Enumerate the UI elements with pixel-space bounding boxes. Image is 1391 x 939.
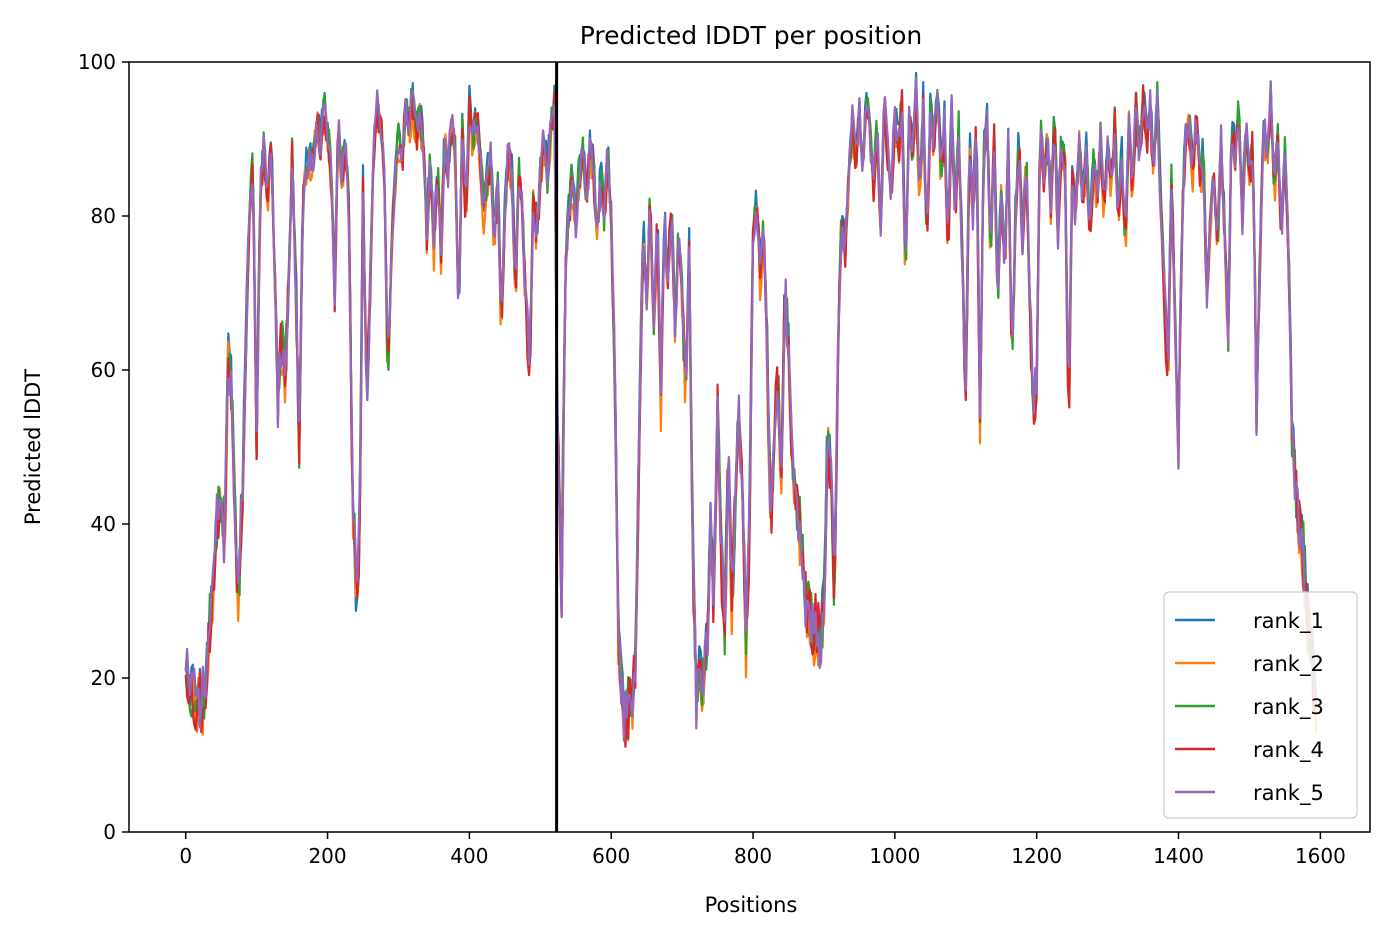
y-axis: 0 20 40 60 80 100 xyxy=(78,50,129,844)
legend-label-rank-3: rank_3 xyxy=(1253,695,1324,720)
legend-label-rank-4: rank_4 xyxy=(1253,738,1324,763)
y-tick-label: 40 xyxy=(91,512,116,536)
legend-box xyxy=(1163,591,1358,819)
series-line-rank-5 xyxy=(184,76,1318,742)
x-tick-label: 0 xyxy=(179,844,192,868)
legend-label-rank-1: rank_1 xyxy=(1253,609,1324,634)
y-tick-label: 80 xyxy=(91,204,116,228)
x-tick-label: 400 xyxy=(450,844,488,868)
x-tick-label: 1600 xyxy=(1295,844,1346,868)
y-axis-label: Predicted lDDT xyxy=(21,369,45,525)
y-tick-label: 60 xyxy=(91,358,116,382)
x-axis: 0 200 400 600 800 1000 1200 1400 1600 xyxy=(179,832,1346,868)
x-tick-label: 800 xyxy=(734,844,772,868)
x-tick-label: 200 xyxy=(308,844,346,868)
plot-frame xyxy=(128,61,1371,833)
x-axis-label: Positions xyxy=(705,893,798,917)
x-tick-label: 1200 xyxy=(1011,844,1062,868)
legend-label-rank-5: rank_5 xyxy=(1253,781,1324,806)
x-tick-label: 1000 xyxy=(869,844,920,868)
x-tick-label: 1400 xyxy=(1153,844,1204,868)
series-layer xyxy=(184,71,1318,748)
legend-label-rank-2: rank_2 xyxy=(1253,652,1324,677)
x-tick-label: 600 xyxy=(592,844,630,868)
legend: rank_1 rank_2 rank_3 rank_4 rank_5 xyxy=(1163,591,1358,819)
y-tick-label: 100 xyxy=(78,50,116,74)
y-tick-label: 20 xyxy=(91,666,116,690)
y-tick-label: 0 xyxy=(103,820,116,844)
chart-title: Predicted lDDT per position xyxy=(580,21,922,50)
